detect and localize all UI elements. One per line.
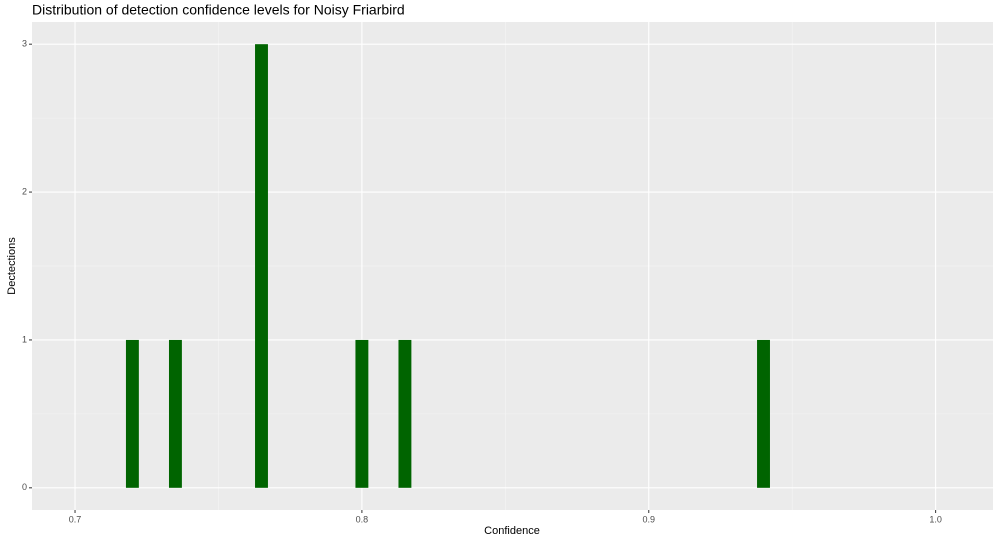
- y-tick-label: 0: [22, 482, 27, 492]
- y-axis-label: Dectections: [6, 237, 18, 295]
- y-tick-label: 2: [22, 186, 27, 196]
- bar: [757, 339, 770, 488]
- x-tick-label: 0.8: [356, 514, 369, 524]
- x-tick-label: 1.0: [929, 514, 942, 524]
- bar: [255, 44, 268, 488]
- bar: [398, 339, 412, 488]
- bar: [168, 339, 182, 488]
- bar: [355, 339, 369, 488]
- bar: [125, 339, 139, 488]
- x-tick-label: 0.7: [69, 514, 82, 524]
- chart-title: Distribution of detection confidence lev…: [32, 2, 405, 18]
- x-tick-label: 0.9: [643, 514, 656, 524]
- y-tick-label: 3: [22, 39, 27, 49]
- y-tick-label: 1: [22, 334, 27, 344]
- x-axis-label: Confidence: [484, 525, 540, 537]
